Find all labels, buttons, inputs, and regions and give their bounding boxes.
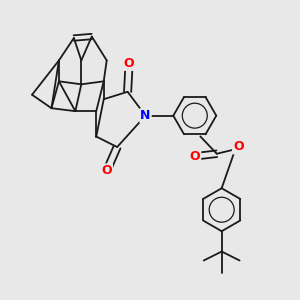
Text: O: O bbox=[190, 150, 200, 163]
Text: N: N bbox=[140, 109, 151, 122]
Text: O: O bbox=[124, 57, 134, 70]
Text: O: O bbox=[101, 164, 112, 177]
Text: O: O bbox=[233, 140, 244, 153]
